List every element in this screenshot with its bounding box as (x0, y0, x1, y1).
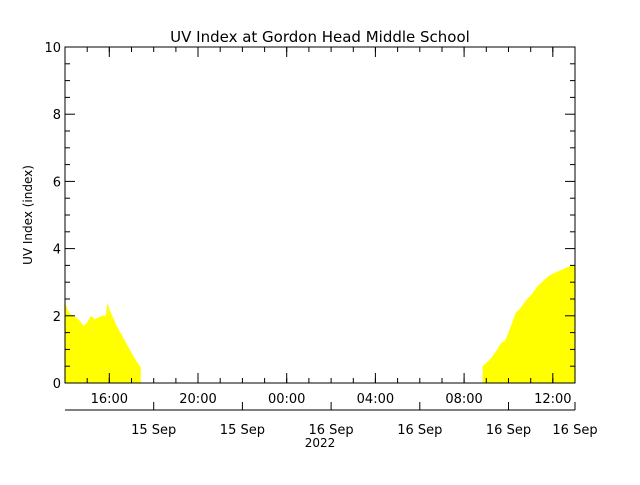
x-date-tick-label: 16 Sep (552, 423, 597, 438)
x-time-tick-label: 04:00 (357, 392, 394, 407)
y-tick-label: 10 (44, 41, 61, 56)
uv-area-layer (65, 265, 575, 383)
y-tick-label: 4 (53, 243, 61, 258)
y-axis-label: UV Index (index) (21, 165, 35, 265)
x-time-tick-label: 16:00 (91, 392, 128, 407)
x-time-tick-label: 12:00 (534, 392, 571, 407)
x-date-tick-label: 15 Sep (131, 423, 176, 438)
x-date-tick-label: 16 Sep (486, 423, 531, 438)
plot-frame (64, 46, 576, 384)
uv-area-2 (482, 265, 575, 383)
y-tick-label: 6 (53, 175, 61, 190)
x-time-tick-label: 08:00 (445, 392, 482, 407)
x-date-tick-label: 15 Sep (220, 423, 265, 438)
y-tick-label: 2 (53, 310, 61, 325)
chart-title: UV Index at Gordon Head Middle School (170, 28, 470, 46)
x-date-tick-label: 16 Sep (397, 423, 442, 438)
x-time-tick-label: 20:00 (179, 392, 216, 407)
y-tick-label: 8 (53, 108, 61, 123)
x-axis-year-label: 2022 (305, 436, 336, 450)
y-tick-label: 0 (53, 377, 61, 392)
x-date-tick-label: 16 Sep (309, 423, 354, 438)
uv-area-1 (65, 302, 141, 383)
axis-layer: 0 2 4 6 8 10 16:00 20:00 00:00 04:00 08:00 12:00 15 … (44, 41, 597, 438)
x-time-tick-label: 00:00 (268, 392, 305, 407)
